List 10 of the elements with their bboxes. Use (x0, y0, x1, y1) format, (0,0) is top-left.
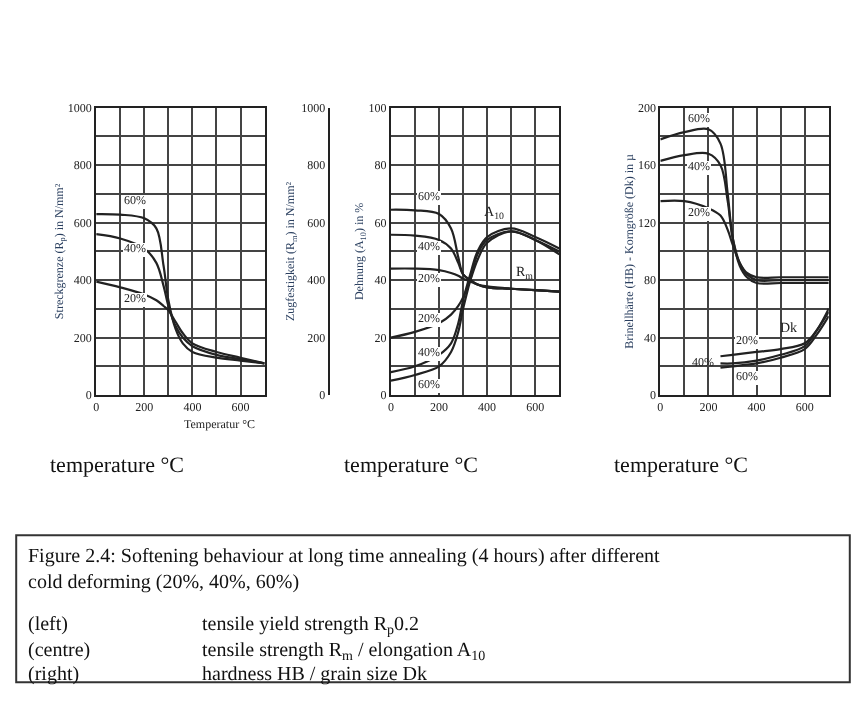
text: (centre) (28, 640, 91, 662)
text: tensile yield strength R$_{p}$0.2 (202, 614, 419, 639)
text: hardness HB / grain size Dk (202, 664, 427, 686)
text: tensile strength R$_{m}$ / elongation A$_{10}$ (202, 640, 487, 665)
text: (left) (28, 614, 68, 636)
x-axis-title: temperature °C (50, 454, 185, 478)
x-axis-title: temperature °C (344, 454, 479, 478)
text: (right) (28, 664, 80, 686)
caption: Figure 2.4: Softening behaviour at long time annealing (4 hours) after different cold deforming (20%, 40%, 60%) (28, 546, 661, 594)
x-axis-title: temperature °C (614, 454, 749, 478)
